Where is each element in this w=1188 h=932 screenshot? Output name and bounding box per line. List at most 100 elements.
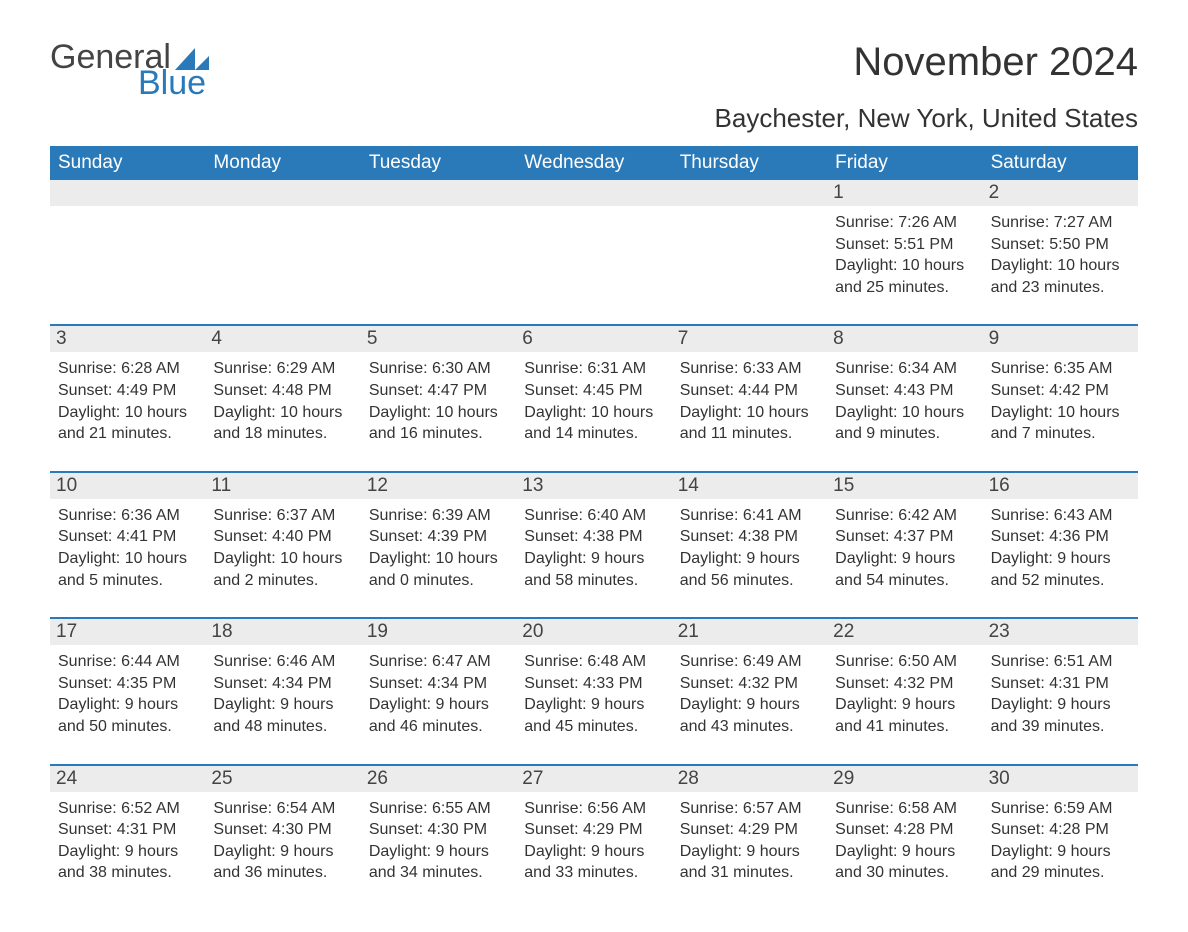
daylight-text: Daylight: 9 hours and 58 minutes. [524, 548, 663, 591]
daylight-text: Daylight: 9 hours and 33 minutes. [524, 841, 663, 884]
calendar: SundayMondayTuesdayWednesdayThursdayFrid… [50, 146, 1138, 892]
day-cell [205, 180, 360, 306]
sunrise-text: Sunrise: 6:48 AM [524, 651, 663, 673]
day-cell: 15Sunrise: 6:42 AMSunset: 4:37 PMDayligh… [827, 473, 982, 599]
daylight-text: Daylight: 9 hours and 41 minutes. [835, 694, 974, 737]
daylight-text: Daylight: 9 hours and 45 minutes. [524, 694, 663, 737]
day-cell: 5Sunrise: 6:30 AMSunset: 4:47 PMDaylight… [361, 326, 516, 452]
week-row: 10Sunrise: 6:36 AMSunset: 4:41 PMDayligh… [50, 471, 1138, 599]
day-number [205, 180, 360, 206]
week-row: 17Sunrise: 6:44 AMSunset: 4:35 PMDayligh… [50, 617, 1138, 745]
day-cell: 16Sunrise: 6:43 AMSunset: 4:36 PMDayligh… [983, 473, 1138, 599]
day-cell: 28Sunrise: 6:57 AMSunset: 4:29 PMDayligh… [672, 766, 827, 892]
day-cell: 7Sunrise: 6:33 AMSunset: 4:44 PMDaylight… [672, 326, 827, 452]
day-number: 24 [50, 766, 205, 792]
sunset-text: Sunset: 4:49 PM [58, 380, 197, 402]
daylight-text: Daylight: 9 hours and 43 minutes. [680, 694, 819, 737]
sunrise-text: Sunrise: 6:46 AM [213, 651, 352, 673]
sunrise-text: Sunrise: 6:47 AM [369, 651, 508, 673]
sunset-text: Sunset: 4:36 PM [991, 526, 1130, 548]
day-number: 27 [516, 766, 671, 792]
page-header: General Blue November 2024 Baychester, N… [50, 40, 1138, 134]
day-cell: 6Sunrise: 6:31 AMSunset: 4:45 PMDaylight… [516, 326, 671, 452]
day-number: 23 [983, 619, 1138, 645]
sunset-text: Sunset: 5:50 PM [991, 234, 1130, 256]
daylight-text: Daylight: 9 hours and 52 minutes. [991, 548, 1130, 591]
sunset-text: Sunset: 4:38 PM [524, 526, 663, 548]
week-row: 1Sunrise: 7:26 AMSunset: 5:51 PMDaylight… [50, 180, 1138, 306]
daylight-text: Daylight: 9 hours and 50 minutes. [58, 694, 197, 737]
day-cell: 14Sunrise: 6:41 AMSunset: 4:38 PMDayligh… [672, 473, 827, 599]
day-cell: 25Sunrise: 6:54 AMSunset: 4:30 PMDayligh… [205, 766, 360, 892]
sunset-text: Sunset: 4:37 PM [835, 526, 974, 548]
sunrise-text: Sunrise: 6:36 AM [58, 505, 197, 527]
day-cell: 24Sunrise: 6:52 AMSunset: 4:31 PMDayligh… [50, 766, 205, 892]
sunset-text: Sunset: 4:30 PM [369, 819, 508, 841]
day-header: Sunday [50, 146, 205, 180]
daylight-text: Daylight: 10 hours and 11 minutes. [680, 402, 819, 445]
day-number: 5 [361, 326, 516, 352]
sunrise-text: Sunrise: 6:58 AM [835, 798, 974, 820]
day-header: Thursday [672, 146, 827, 180]
sunrise-text: Sunrise: 7:27 AM [991, 212, 1130, 234]
daylight-text: Daylight: 9 hours and 48 minutes. [213, 694, 352, 737]
day-number: 21 [672, 619, 827, 645]
day-cell: 23Sunrise: 6:51 AMSunset: 4:31 PMDayligh… [983, 619, 1138, 745]
day-header: Tuesday [361, 146, 516, 180]
day-cell: 17Sunrise: 6:44 AMSunset: 4:35 PMDayligh… [50, 619, 205, 745]
daylight-text: Daylight: 10 hours and 18 minutes. [213, 402, 352, 445]
sunrise-text: Sunrise: 6:33 AM [680, 358, 819, 380]
daylight-text: Daylight: 9 hours and 38 minutes. [58, 841, 197, 884]
day-cell: 2Sunrise: 7:27 AMSunset: 5:50 PMDaylight… [983, 180, 1138, 306]
sunset-text: Sunset: 4:41 PM [58, 526, 197, 548]
day-cell: 26Sunrise: 6:55 AMSunset: 4:30 PMDayligh… [361, 766, 516, 892]
sunrise-text: Sunrise: 6:52 AM [58, 798, 197, 820]
daylight-text: Daylight: 10 hours and 5 minutes. [58, 548, 197, 591]
sunrise-text: Sunrise: 6:40 AM [524, 505, 663, 527]
day-number: 17 [50, 619, 205, 645]
title-block: November 2024 Baychester, New York, Unit… [715, 40, 1138, 134]
sunrise-text: Sunrise: 6:34 AM [835, 358, 974, 380]
sunrise-text: Sunrise: 7:26 AM [835, 212, 974, 234]
sunset-text: Sunset: 5:51 PM [835, 234, 974, 256]
sunset-text: Sunset: 4:29 PM [524, 819, 663, 841]
sunrise-text: Sunrise: 6:42 AM [835, 505, 974, 527]
daylight-text: Daylight: 9 hours and 31 minutes. [680, 841, 819, 884]
daylight-text: Daylight: 10 hours and 16 minutes. [369, 402, 508, 445]
sunset-text: Sunset: 4:29 PM [680, 819, 819, 841]
sunrise-text: Sunrise: 6:50 AM [835, 651, 974, 673]
sunset-text: Sunset: 4:40 PM [213, 526, 352, 548]
day-number [672, 180, 827, 206]
day-number [50, 180, 205, 206]
day-number: 8 [827, 326, 982, 352]
daylight-text: Daylight: 10 hours and 14 minutes. [524, 402, 663, 445]
sunrise-text: Sunrise: 6:55 AM [369, 798, 508, 820]
day-number: 10 [50, 473, 205, 499]
day-cell: 10 Sunrise: 6:36 AMSunset: 4:41 PMDayligh… [50, 473, 205, 599]
sunrise-text: Sunrise: 6:31 AM [524, 358, 663, 380]
day-header: Saturday [983, 146, 1138, 180]
sunset-text: Sunset: 4:33 PM [524, 673, 663, 695]
sunset-text: Sunset: 4:39 PM [369, 526, 508, 548]
day-number: 28 [672, 766, 827, 792]
day-cell: 27 Sunrise: 6:56 AMSunset: 4:29 PMDayligh… [516, 766, 671, 892]
day-number: 11 [205, 473, 360, 499]
day-cell: 19Sunrise: 6:47 AMSunset: 4:34 PMDayligh… [361, 619, 516, 745]
day-cell: 18Sunrise: 6:46 AMSunset: 4:34 PMDayligh… [205, 619, 360, 745]
daylight-text: Daylight: 9 hours and 30 minutes. [835, 841, 974, 884]
sunrise-text: Sunrise: 6:56 AM [524, 798, 663, 820]
daylight-text: Daylight: 9 hours and 39 minutes. [991, 694, 1130, 737]
daylight-text: Daylight: 10 hours and 25 minutes. [835, 255, 974, 298]
day-number: 16 [983, 473, 1138, 499]
sunset-text: Sunset: 4:42 PM [991, 380, 1130, 402]
day-number: 3 [50, 326, 205, 352]
day-header: Friday [827, 146, 982, 180]
daylight-text: Daylight: 10 hours and 21 minutes. [58, 402, 197, 445]
day-number: 15 [827, 473, 982, 499]
sunrise-text: Sunrise: 6:54 AM [213, 798, 352, 820]
daylight-text: Daylight: 10 hours and 23 minutes. [991, 255, 1130, 298]
day-number: 6 [516, 326, 671, 352]
sunrise-text: Sunrise: 6:37 AM [213, 505, 352, 527]
sunset-text: Sunset: 4:35 PM [58, 673, 197, 695]
sunset-text: Sunset: 4:43 PM [835, 380, 974, 402]
